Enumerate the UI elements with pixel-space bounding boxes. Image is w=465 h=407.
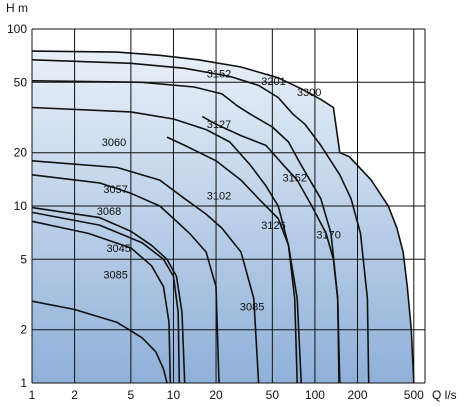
series-label-layer: 3152 3201 3300 3127 3060 3152 3057 3102 3068 3126… — [97, 69, 341, 314]
series-label-3045-11: 3045 — [106, 243, 130, 255]
y-tick-label-50: 50 — [14, 75, 28, 89]
series-label-3085-12: 3085 — [103, 270, 127, 282]
axis-tick-layer: 1 2 5 10 20 50 100 200 500 1 2 5 10 20 50 100 — [7, 22, 424, 402]
x-tick-label-20: 20 — [209, 388, 223, 402]
series-label-3170-10: 3170 — [316, 230, 340, 242]
x-tick-label-100: 100 — [305, 388, 325, 402]
series-curve-3045 — [31, 300, 168, 384]
series-label-3152-0: 3152 — [207, 69, 231, 81]
series-label-3126-9: 3126 — [261, 220, 285, 232]
series-curve-3201 — [31, 59, 370, 384]
y-tick-label-1: 1 — [20, 376, 27, 390]
series-label-3152-5: 3152 — [282, 172, 306, 184]
x-tick-label-10: 10 — [167, 388, 181, 402]
series-label-3068-8: 3068 — [97, 206, 121, 218]
series-label-3300-2: 3300 — [297, 87, 321, 99]
series-curve-3127 — [31, 106, 298, 384]
x-tick-label-5: 5 — [128, 388, 135, 402]
x-tick-label-1: 1 — [29, 388, 36, 402]
series-label-3201-1: 3201 — [261, 76, 285, 88]
series-curve-3085 — [31, 174, 220, 384]
y-tick-label-2: 2 — [20, 323, 27, 337]
series-label-3085-13: 3085 — [240, 302, 264, 314]
series-curve-3057 — [31, 211, 181, 384]
series-layer — [31, 50, 415, 384]
series-curve-3152 — [31, 80, 340, 384]
series-label-3102-7: 3102 — [207, 190, 231, 202]
series-label-3127-3: 3127 — [207, 119, 231, 131]
series-curve-3300 — [31, 50, 415, 384]
y-tick-label-100: 100 — [7, 22, 27, 36]
x-tick-label-50: 50 — [266, 388, 280, 402]
series-curve-3170 — [201, 115, 341, 384]
y-axis-title: H m — [6, 1, 28, 15]
y-tick-label-5: 5 — [20, 252, 27, 266]
series-curve-3126 — [166, 136, 302, 384]
series-curve-3068 — [31, 220, 172, 384]
x-tick-label-2: 2 — [71, 388, 78, 402]
series-curve-3102 — [31, 160, 260, 384]
x-tick-label-500: 500 — [404, 388, 424, 402]
series-label-3057-6: 3057 — [103, 184, 127, 196]
series-label-3060-4: 3060 — [102, 137, 126, 149]
y-tick-label-20: 20 — [14, 146, 28, 160]
y-tick-label-10: 10 — [14, 199, 28, 213]
grid — [31, 28, 426, 384]
x-tick-label-200: 200 — [347, 388, 367, 402]
series-curve-3060 — [31, 206, 186, 384]
x-axis-title: Q l/s — [432, 388, 457, 402]
